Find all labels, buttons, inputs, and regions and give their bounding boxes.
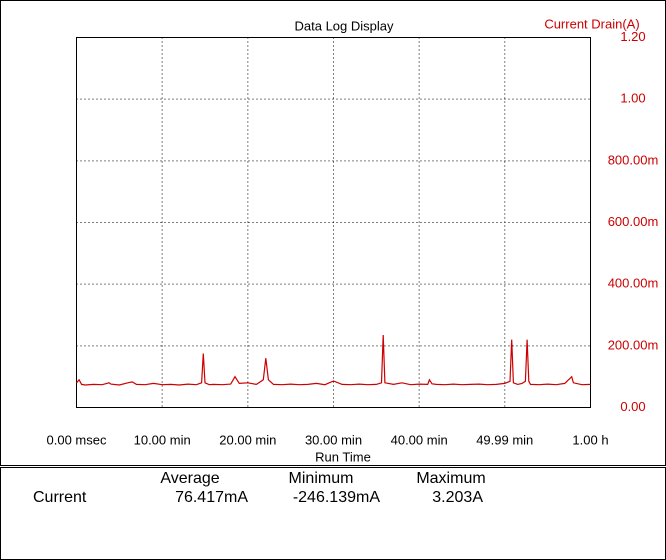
column-header: Average	[160, 470, 219, 487]
column-header: Minimum	[289, 470, 354, 487]
x-tick-label: 1.00 h	[572, 432, 608, 447]
x-tick-label: 10.00 min	[134, 432, 191, 447]
y-tick-label: 0.00	[620, 399, 645, 414]
data-line	[76, 334, 591, 386]
x-tick-label: 40.00 min	[391, 432, 448, 447]
y-tick-label: 400.00m	[608, 276, 659, 291]
x-tick-label: 0.00 msec	[47, 432, 107, 447]
x-axis-title: Run Time	[315, 449, 371, 464]
y-tick-label: 200.00m	[608, 337, 659, 352]
row-label: Current	[33, 489, 87, 506]
y-tick-label: 1.00	[620, 91, 645, 106]
y-tick-label: 600.00m	[608, 214, 659, 229]
x-tick-label: 20.00 min	[219, 432, 276, 447]
y-tick-label: 800.00m	[608, 152, 659, 167]
chart-title: Data Log Display	[295, 18, 394, 33]
y-axis-title: Current Drain(A)	[544, 16, 639, 31]
stat-value: 76.417mA	[175, 489, 248, 506]
stat-value: 3.203A	[432, 489, 483, 506]
column-header: Maximum	[416, 470, 485, 487]
x-tick-label: 30.00 min	[305, 432, 362, 447]
stat-value: -246.139mA	[293, 489, 380, 506]
y-tick-label: 1.20	[620, 29, 645, 44]
x-tick-label: 49.99 min	[476, 432, 533, 447]
